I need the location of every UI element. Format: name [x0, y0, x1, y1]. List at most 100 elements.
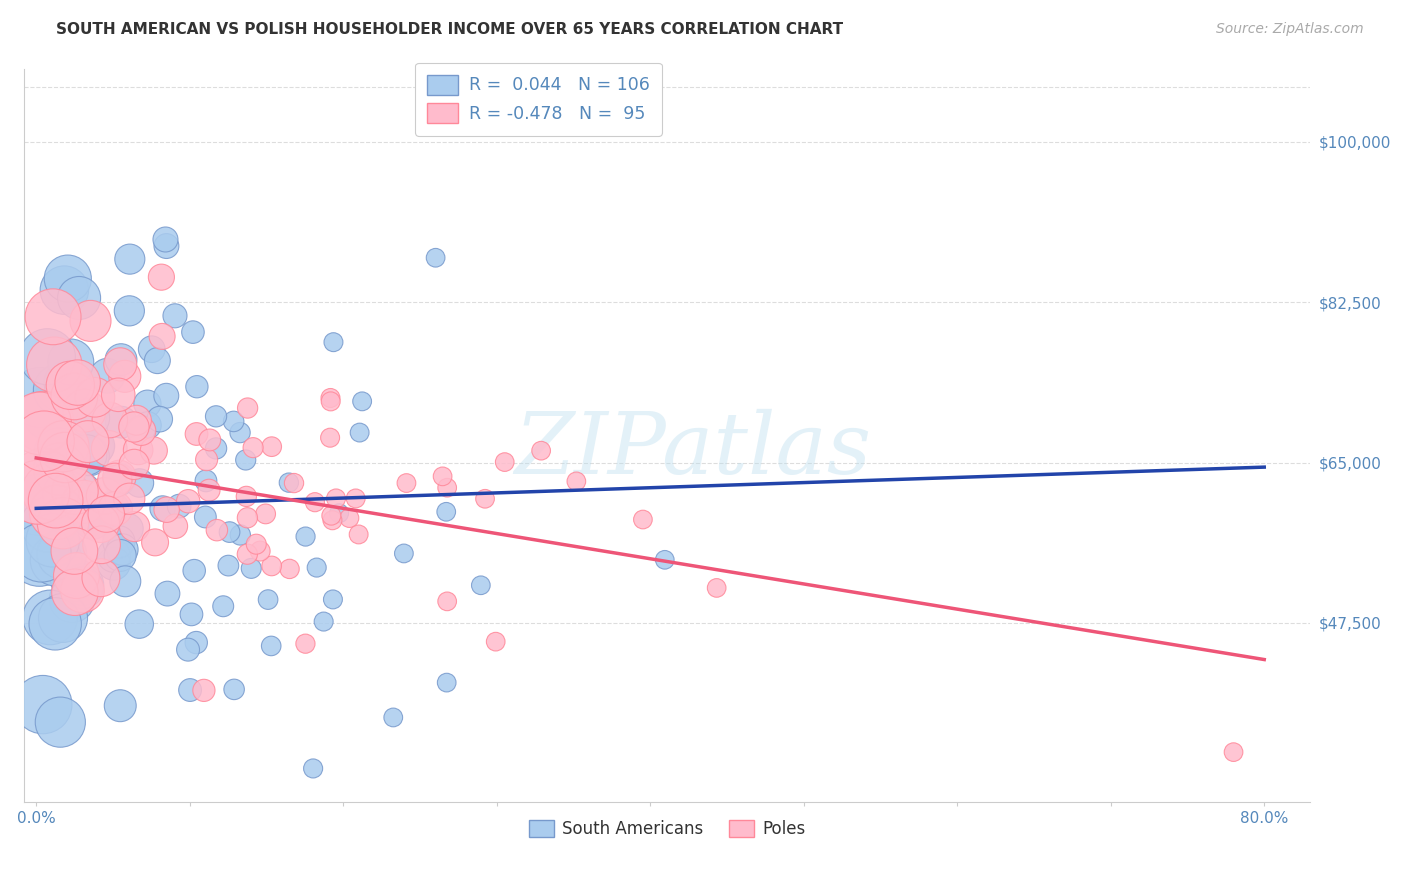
Point [392, 546, 415, 560]
Point [110, 415, 132, 429]
Point [322, 592, 344, 607]
Point [155, 232, 177, 246]
Point [72, 578, 94, 592]
Point [136, 397, 159, 411]
Point [249, 544, 271, 558]
Point [110, 352, 132, 367]
Point [122, 420, 145, 434]
Point [39, 484, 62, 499]
Point [235, 453, 257, 467]
Point [124, 519, 146, 533]
Point [142, 443, 165, 458]
Point [101, 501, 124, 516]
Point [31, 472, 53, 486]
Point [44, 358, 66, 372]
Point [49, 462, 72, 476]
Point [155, 389, 177, 403]
Point [79, 449, 101, 463]
Point [530, 443, 553, 458]
Point [349, 425, 371, 440]
Point [27, 498, 49, 512]
Point [104, 474, 127, 488]
Point [51, 547, 73, 561]
Point [118, 491, 141, 506]
Point [146, 353, 169, 368]
Point [321, 508, 343, 523]
Point [494, 455, 516, 469]
Point [53, 283, 76, 297]
Point [44, 616, 66, 631]
Point [60, 592, 83, 607]
Point [31, 698, 53, 712]
Point [432, 469, 454, 483]
Point [52, 516, 75, 531]
Point [129, 424, 152, 438]
Point [103, 557, 125, 571]
Point [62, 573, 84, 587]
Point [485, 634, 508, 648]
Point [165, 519, 187, 533]
Point [425, 251, 447, 265]
Point [302, 761, 325, 775]
Point [117, 522, 139, 536]
Point [186, 380, 208, 394]
Point [631, 512, 654, 526]
Point [205, 523, 228, 537]
Point [118, 252, 141, 267]
Point [93, 489, 115, 503]
Point [45, 493, 67, 508]
Point [186, 427, 208, 442]
Point [73, 504, 96, 518]
Point [59, 378, 82, 392]
Point [59, 355, 82, 369]
Point [242, 441, 264, 455]
Point [104, 501, 127, 516]
Point [39, 610, 62, 624]
Point [136, 418, 159, 433]
Point [195, 452, 218, 467]
Point [45, 506, 67, 520]
Point [107, 388, 129, 402]
Point [218, 525, 240, 540]
Point [229, 425, 252, 440]
Point [277, 475, 299, 490]
Point [77, 434, 100, 449]
Point [108, 470, 131, 484]
Point [156, 502, 179, 516]
Point [108, 473, 131, 487]
Point [319, 391, 342, 405]
Point [66, 376, 89, 390]
Point [38, 517, 60, 532]
Point [328, 506, 350, 520]
Point [222, 414, 245, 428]
Point [167, 499, 190, 513]
Point [344, 491, 367, 506]
Point [51, 380, 73, 394]
Point [110, 357, 132, 371]
Point [114, 369, 136, 384]
Point [217, 558, 239, 573]
Point [37, 350, 59, 364]
Point [49, 715, 72, 730]
Point [83, 440, 105, 454]
Point [55, 488, 77, 502]
Point [98, 413, 121, 427]
Point [84, 439, 107, 453]
Point [205, 409, 228, 424]
Point [143, 535, 166, 549]
Point [240, 561, 263, 575]
Text: Source: ZipAtlas.com: Source: ZipAtlas.com [1216, 22, 1364, 37]
Point [150, 270, 173, 285]
Point [32, 434, 55, 449]
Point [45, 553, 67, 567]
Point [28, 417, 51, 431]
Point [395, 476, 418, 491]
Point [103, 549, 125, 563]
Point [69, 486, 91, 500]
Point [278, 562, 301, 576]
Point [32, 415, 55, 429]
Point [183, 564, 205, 578]
Legend: South Americans, Poles: South Americans, Poles [523, 813, 811, 845]
Point [28, 391, 51, 405]
Point [229, 528, 252, 542]
